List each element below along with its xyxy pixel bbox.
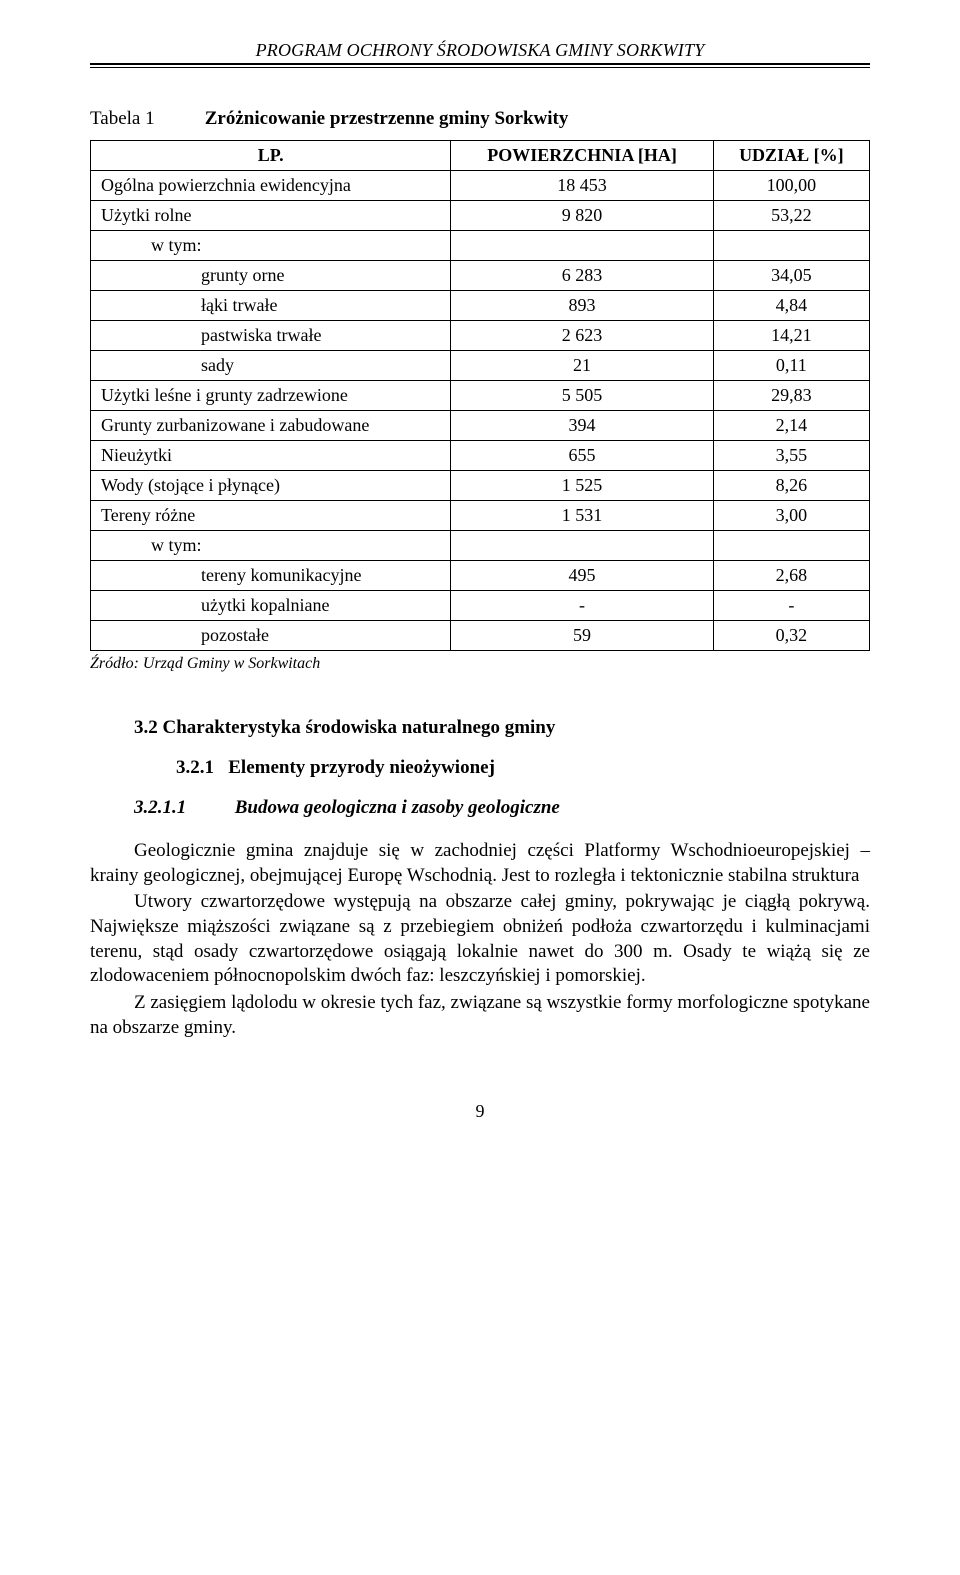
heading-level-3: 3.2.1.1 Budowa geologiczna i zasoby geol… <box>90 797 870 819</box>
row-label: grunty orne <box>91 261 451 291</box>
row-area: 5 505 <box>451 381 713 411</box>
row-area: 2 623 <box>451 321 713 351</box>
row-share: 0,11 <box>713 351 869 381</box>
table-title: Zróżnicowanie przestrzenne gminy Sorkwit… <box>205 108 569 129</box>
table-row: Użytki rolne9 82053,22 <box>91 201 870 231</box>
row-area <box>451 231 713 261</box>
row-area: 394 <box>451 411 713 441</box>
table-row: łąki trwałe8934,84 <box>91 291 870 321</box>
table-row: grunty orne6 28334,05 <box>91 261 870 291</box>
heading1-text: Charakterystyka środowiska naturalnego g… <box>163 717 556 738</box>
table-row: Grunty zurbanizowane i zabudowane3942,14 <box>91 411 870 441</box>
row-share: 2,68 <box>713 561 869 591</box>
table-row: Wody (stojące i płynące)1 5258,26 <box>91 471 870 501</box>
row-area: 1 525 <box>451 471 713 501</box>
page-number: 9 <box>90 1101 870 1122</box>
table-source: Źródło: Urząd Gminy w Sorkwitach <box>90 655 870 673</box>
col-share: UDZIAŁ [%] <box>713 141 869 171</box>
table-row: pastwiska trwałe2 62314,21 <box>91 321 870 351</box>
heading3-text: Budowa geologiczna i zasoby geologiczne <box>235 797 560 818</box>
row-share: 2,14 <box>713 411 869 441</box>
row-share: 3,55 <box>713 441 869 471</box>
table-row: Użytki leśne i grunty zadrzewione5 50529… <box>91 381 870 411</box>
row-area: 655 <box>451 441 713 471</box>
row-share: 29,83 <box>713 381 869 411</box>
heading2-number: 3.2.1 <box>176 757 214 778</box>
heading3-number: 3.2.1.1 <box>134 797 230 819</box>
table-row: Nieużytki6553,55 <box>91 441 870 471</box>
data-table: LP. POWIERZCHNIA [HA] UDZIAŁ [%] Ogólna … <box>90 140 870 651</box>
row-area: 6 283 <box>451 261 713 291</box>
table-row: sady210,11 <box>91 351 870 381</box>
row-label: Użytki leśne i grunty zadrzewione <box>91 381 451 411</box>
row-label: użytki kopalniane <box>91 591 451 621</box>
row-label: pastwiska trwałe <box>91 321 451 351</box>
table-row: w tym: <box>91 531 870 561</box>
header-rule <box>90 63 870 68</box>
table-row: użytki kopalniane-- <box>91 591 870 621</box>
row-area: 893 <box>451 291 713 321</box>
row-area: 59 <box>451 621 713 651</box>
row-share: 14,21 <box>713 321 869 351</box>
row-label: tereny komunikacyjne <box>91 561 451 591</box>
page: PROGRAM OCHRONY ŚRODOWISKA GMINY SORKWIT… <box>0 0 960 1182</box>
table-row: Tereny różne1 5313,00 <box>91 501 870 531</box>
heading-level-1: 3.2 Charakterystyka środowiska naturalne… <box>90 717 870 739</box>
heading1-number: 3.2 <box>134 717 158 738</box>
row-label: Nieużytki <box>91 441 451 471</box>
row-area: 18 453 <box>451 171 713 201</box>
row-label: sady <box>91 351 451 381</box>
running-head: PROGRAM OCHRONY ŚRODOWISKA GMINY SORKWIT… <box>90 40 870 61</box>
row-share: 34,05 <box>713 261 869 291</box>
row-share: 8,26 <box>713 471 869 501</box>
row-label: Grunty zurbanizowane i zabudowane <box>91 411 451 441</box>
row-share <box>713 231 869 261</box>
row-share: 100,00 <box>713 171 869 201</box>
table-header-row: LP. POWIERZCHNIA [HA] UDZIAŁ [%] <box>91 141 870 171</box>
row-label: łąki trwałe <box>91 291 451 321</box>
row-area: 9 820 <box>451 201 713 231</box>
row-share: 0,32 <box>713 621 869 651</box>
table-row: Ogólna powierzchnia ewidencyjna18 453100… <box>91 171 870 201</box>
paragraph: Utwory czwartorzędowe występują na obsza… <box>90 890 870 989</box>
paragraph: Z zasięgiem lądolodu w okresie tych faz,… <box>90 991 870 1040</box>
row-share: 3,00 <box>713 501 869 531</box>
row-label: pozostałe <box>91 621 451 651</box>
table-caption: Tabela 1 Zróżnicowanie przestrzenne gmin… <box>90 108 870 130</box>
row-area: 495 <box>451 561 713 591</box>
row-share <box>713 531 869 561</box>
row-area: 1 531 <box>451 501 713 531</box>
row-label: w tym: <box>91 531 451 561</box>
row-area: - <box>451 591 713 621</box>
row-label: w tym: <box>91 231 451 261</box>
body-text: Geologicznie gmina znajduje się w zachod… <box>90 839 870 1041</box>
col-lp: LP. <box>91 141 451 171</box>
row-share: 53,22 <box>713 201 869 231</box>
row-share: - <box>713 591 869 621</box>
table-number: Tabela 1 <box>90 108 200 130</box>
row-label: Ogólna powierzchnia ewidencyjna <box>91 171 451 201</box>
table-row: tereny komunikacyjne4952,68 <box>91 561 870 591</box>
row-share: 4,84 <box>713 291 869 321</box>
row-label: Użytki rolne <box>91 201 451 231</box>
table-row: w tym: <box>91 231 870 261</box>
row-label: Wody (stojące i płynące) <box>91 471 451 501</box>
row-label: Tereny różne <box>91 501 451 531</box>
heading-level-2: 3.2.1 Elementy przyrody nieożywionej <box>90 757 870 779</box>
heading2-text: Elementy przyrody nieożywionej <box>228 757 495 778</box>
row-area: 21 <box>451 351 713 381</box>
table-row: pozostałe590,32 <box>91 621 870 651</box>
paragraph: Geologicznie gmina znajduje się w zachod… <box>90 839 870 888</box>
col-area: POWIERZCHNIA [HA] <box>451 141 713 171</box>
row-area <box>451 531 713 561</box>
